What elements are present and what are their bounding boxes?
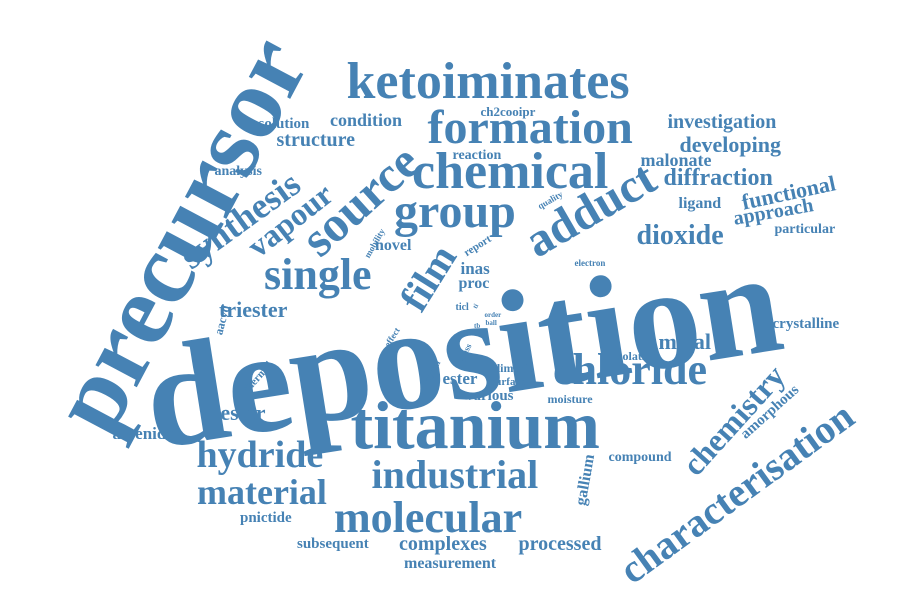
word-pnictide: pnictide: [240, 509, 292, 526]
word-isolation: isolation: [614, 349, 658, 363]
word-subsequent: subsequent: [297, 535, 369, 552]
word-crystalline: crystalline: [772, 315, 840, 332]
word-moisture: moisture: [547, 392, 593, 406]
word-malonate: malonate: [640, 150, 712, 170]
word-measurement: measurement: [404, 555, 497, 572]
word-molecular: molecular: [334, 493, 523, 542]
word-developing: developing: [679, 132, 781, 157]
word-structure: structure: [276, 129, 356, 151]
word-metal: metal: [658, 329, 712, 354]
word-triester: triester: [219, 297, 288, 322]
word-ball: ball: [485, 318, 497, 327]
word-electron: electron: [574, 257, 606, 268]
word-condition: condition: [330, 110, 403, 130]
word-proc: proc: [458, 275, 490, 292]
word-group: group: [394, 185, 516, 238]
word-diffraction: diffraction: [663, 165, 773, 191]
word-ticl: ticl: [455, 302, 469, 313]
word-compound: compound: [608, 450, 672, 465]
word-ch2cooipr: ch2cooipr: [480, 103, 536, 119]
word-industrial: industrial: [371, 452, 539, 497]
word-formation: formation: [427, 101, 633, 154]
word-diester: diester: [202, 400, 266, 425]
word-titanium: titanium: [350, 387, 600, 463]
word-dioxide: dioxide: [636, 220, 724, 251]
word-novel: novel: [375, 237, 412, 254]
word-analysis: analysis: [214, 164, 262, 179]
word-order: order: [484, 310, 502, 319]
word-arsenide: arsenide: [112, 423, 174, 443]
word-dimeric: dimeric: [493, 361, 533, 375]
word-particular: particular: [774, 222, 836, 237]
word-complexes: complexes: [399, 533, 487, 555]
word-ketoiminates: ketoiminates: [346, 53, 630, 110]
word-single: single: [264, 250, 372, 299]
word-ligand: ligand: [678, 195, 722, 212]
word-processed: processed: [518, 533, 602, 555]
word-chemical: chemical: [412, 143, 609, 200]
word-inas: inas: [460, 258, 490, 278]
word-chloride: chloride: [553, 345, 707, 394]
word-reaction: reaction: [452, 148, 502, 163]
word-solution: solution: [258, 115, 310, 132]
word-various: various: [466, 387, 514, 404]
word-tb: tb: [474, 321, 481, 330]
word-ester: ester: [442, 368, 478, 388]
word-material: material: [197, 472, 327, 512]
word-hydride: hydride: [196, 434, 324, 476]
word-surface: surface: [491, 375, 526, 388]
word-investigation: investigation: [667, 111, 777, 133]
word-type: type: [409, 339, 423, 348]
